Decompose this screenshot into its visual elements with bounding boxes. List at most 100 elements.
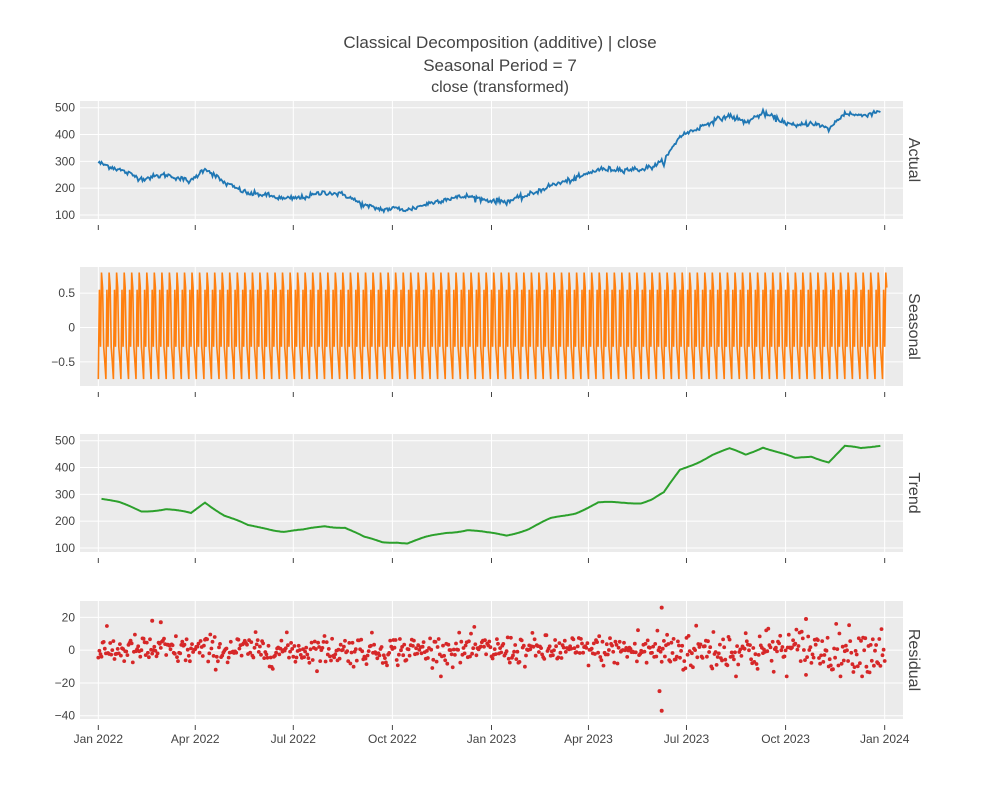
residual-point [660,646,665,651]
residual-point [318,659,323,663]
residual-point [328,654,332,659]
x-tick-label: Oct 2023 [761,732,810,746]
residual-point [324,640,329,644]
residual-point [406,647,411,652]
residual-point [170,643,175,648]
residual-point [642,649,647,654]
residual-point [354,658,359,663]
residual-point [748,643,752,647]
residual-point [711,630,716,634]
residual-point [803,658,807,662]
residual-point [835,647,840,651]
residual-point [844,643,848,648]
residual-point [259,652,263,657]
residual-point [873,648,877,653]
residual-point [462,651,467,656]
residual-point [316,640,320,645]
residual-point [577,651,582,655]
y-tick-label: 100 [55,208,75,222]
residual-point [837,631,842,636]
residual-point [650,650,654,655]
residual-point [110,648,115,652]
residual-point [501,642,506,646]
residual-point [817,656,821,660]
residual-point [197,650,202,655]
residual-point [593,652,597,656]
residual-point [363,656,368,661]
residual-point [868,643,873,647]
residual-point [495,637,499,641]
residual-point [218,642,222,646]
residual-point [736,662,741,667]
residual-point [784,674,789,679]
residual-point [698,642,703,647]
residual-point [307,660,312,665]
residual-point [451,647,456,652]
residual-point [702,644,707,649]
residual-point [202,643,206,648]
residual-point [608,636,612,641]
residual-point [291,654,296,659]
residual-point [827,657,832,662]
residual-point [824,648,829,653]
residual-point [210,639,215,644]
residual-point [182,642,187,647]
residual-point [251,655,256,660]
residual-point [284,630,289,635]
residual-point [146,650,150,655]
residual-point [574,650,579,655]
residual-point [467,639,471,644]
residual-point [449,652,454,657]
x-tick-label: Jan 2022 [74,732,124,746]
residual-point [721,637,725,642]
residual-point [679,649,683,653]
y-tick-label: 300 [55,154,75,168]
residual-point [880,653,885,658]
residual-point [774,645,778,650]
residual-point [349,650,354,655]
residual-point [144,640,149,645]
residual-point [722,645,727,650]
residual-point [506,656,511,661]
residual-point [584,646,589,650]
residual-point [262,656,267,660]
residual-point [810,652,815,657]
residual-point [533,653,538,658]
residual-point [208,632,213,637]
residual-point [542,657,547,661]
residual-point [838,674,843,679]
residual-point [841,658,846,663]
residual-point [168,647,173,652]
residual-point [185,647,190,652]
residual-point [402,642,407,647]
residual-point [659,659,664,664]
residual-point [487,639,492,644]
residual-point [850,662,855,667]
residual-point [290,647,295,651]
residual-point [468,654,472,659]
residual-point [617,639,622,644]
residual-point [558,650,563,655]
seasonal-series-line [97,272,888,380]
residual-point [605,652,610,657]
residual-point [234,650,239,655]
residual-point [686,634,691,638]
residual-point [245,642,249,647]
residual-point [404,658,409,662]
residual-point [735,644,739,648]
residual-point [213,667,218,672]
residual-point [597,634,602,639]
residual-point [691,665,695,670]
residual-point [715,655,720,659]
residual-point [425,649,429,653]
residual-point [448,648,453,652]
residual-point [648,645,652,650]
residual-point [130,660,135,665]
residual-point [469,631,473,636]
residual-point [278,646,283,651]
residual-point [693,648,697,652]
residual-point [172,651,177,656]
residual-point [768,645,773,650]
residual-point [150,651,155,656]
residual-point [714,663,719,667]
